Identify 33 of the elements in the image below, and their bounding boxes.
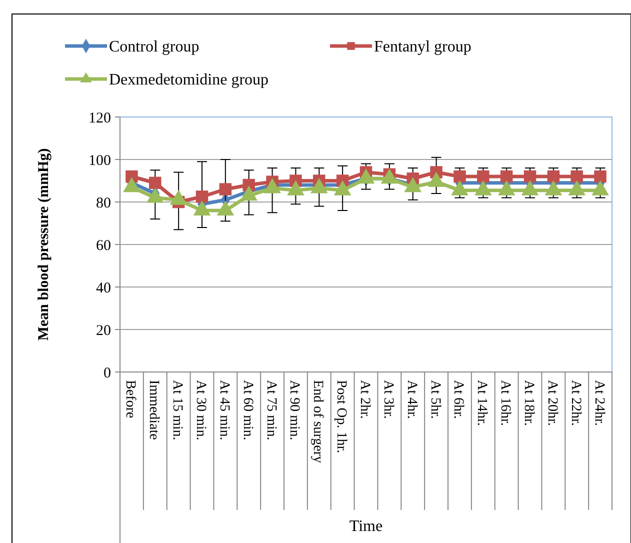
x-tick-label: Immediate bbox=[146, 380, 162, 440]
x-tick-label: Post Op. 1hr. bbox=[334, 380, 349, 454]
x-tick-label: At 20hr. bbox=[544, 380, 560, 426]
legend-label: Dexmedetomidine group bbox=[109, 72, 269, 89]
legend-label: Fentanyl group bbox=[374, 38, 472, 56]
x-tick-label: At 75 min. bbox=[263, 380, 278, 440]
x-tick-label: Before bbox=[122, 380, 138, 418]
x-axis-title: Time bbox=[349, 518, 383, 535]
x-tick-label: At 16hr. bbox=[498, 380, 513, 426]
x-tick-label: At 30 min. bbox=[193, 380, 208, 440]
x-tick-label: At 14hr. bbox=[474, 380, 490, 426]
x-tick-label: At 24hr. bbox=[591, 380, 606, 426]
x-tick-label: At 60 min. bbox=[240, 380, 255, 440]
x-tick-label: At 90 min. bbox=[286, 380, 302, 440]
x-tick-label: At 4hr. bbox=[404, 380, 419, 419]
x-tick-label: At 2hr. bbox=[357, 380, 372, 419]
x-tick-label: At 3hr. bbox=[380, 380, 396, 419]
x-tick-label: At 6hr. bbox=[450, 380, 466, 419]
y-axis-title: Mean blood pressure (mmHg) bbox=[36, 148, 52, 341]
y-tick-label: 0 bbox=[104, 365, 111, 382]
y-tick-label: 80 bbox=[96, 195, 111, 212]
x-tick-label: At 22hr. bbox=[568, 380, 583, 426]
x-tick-label: At 18hr. bbox=[521, 380, 536, 426]
x-tick-label: At 15 min. bbox=[170, 380, 185, 440]
x-tick-label: End of surgery bbox=[310, 380, 326, 463]
y-tick-label: 60 bbox=[96, 238, 111, 254]
y-tick-label: 20 bbox=[96, 322, 111, 339]
legend-label: Control group bbox=[109, 38, 200, 56]
y-tick-label: 40 bbox=[96, 280, 111, 296]
x-tick-label: At 45 min. bbox=[216, 380, 232, 440]
y-tick-label: 120 bbox=[88, 110, 111, 126]
x-tick-label: At 5hr. bbox=[427, 380, 442, 419]
y-tick-label: 100 bbox=[88, 152, 111, 169]
